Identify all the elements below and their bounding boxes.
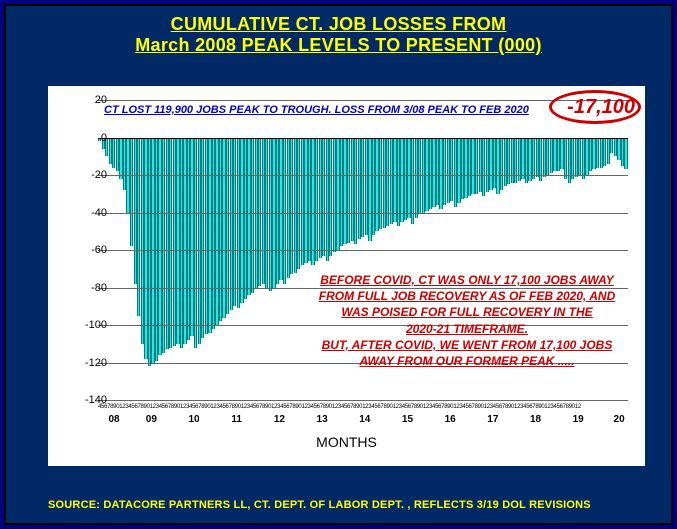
x-major-label: 19 xyxy=(563,414,593,425)
x-major-label: 09 xyxy=(136,414,166,425)
x-major-label: 15 xyxy=(392,414,422,425)
annot-line: WAS POISED FOR FULL RECOVERY IN THE xyxy=(341,305,592,319)
x-major-label: 17 xyxy=(478,414,508,425)
y-tick-label: -20 xyxy=(67,169,107,181)
chart-area: 200-20-40-60-80-100-120-140 CT LOST 119,… xyxy=(48,86,645,466)
x-minor-ticks: 4567890123456789012345678901234567890123… xyxy=(98,404,628,410)
y-tick-label: 20 xyxy=(67,94,107,106)
x-major-label: 11 xyxy=(222,414,252,425)
annotation-middle: BEFORE COVID, CT WAS ONLY 17,100 JOBS AW… xyxy=(282,272,652,369)
y-tick-label: 0 xyxy=(67,132,107,144)
annot-line: 2020-21 TIMEFRAME. xyxy=(406,322,528,336)
x-axis: 4567890123456789012345678901234567890123… xyxy=(98,404,628,410)
x-major-label: 13 xyxy=(307,414,337,425)
y-tick-label: -80 xyxy=(67,282,107,294)
y-tick-label: -120 xyxy=(67,357,107,369)
y-tick-label: -60 xyxy=(67,244,107,256)
slide-inner: CUMULATIVE CT. JOB LOSSES FROM March 200… xyxy=(4,4,673,525)
annot-line: FROM FULL JOB RECOVERY AS OF FEB 2020, A… xyxy=(319,289,616,303)
y-tick-label: -40 xyxy=(67,207,107,219)
source-text: SOURCE: DATACORE PARTNERS LL, CT. DEPT. … xyxy=(48,499,591,511)
title-line-1: CUMULATIVE CT. JOB LOSSES FROM xyxy=(26,14,651,35)
x-major-label: 18 xyxy=(521,414,551,425)
title-line-2: March 2008 PEAK LEVELS TO PRESENT (000) xyxy=(26,35,651,56)
chart-title: CUMULATIVE CT. JOB LOSSES FROM March 200… xyxy=(6,6,671,62)
annot-line: BUT, AFTER COVID, WE WENT FROM 17,100 JO… xyxy=(322,338,613,352)
callout-value: -17,100 xyxy=(567,96,635,119)
annot-line: AWAY FROM OUR FORMER PEAK ..... xyxy=(360,354,575,368)
annot-line: BEFORE COVID, CT WAS ONLY 17,100 JOBS AW… xyxy=(320,273,614,287)
slide-outer: CUMULATIVE CT. JOB LOSSES FROM March 200… xyxy=(0,0,677,529)
x-major-label: 16 xyxy=(435,414,465,425)
x-axis-label: MONTHS xyxy=(48,434,645,450)
x-major-label: 14 xyxy=(350,414,380,425)
x-major-label: 08 xyxy=(99,414,129,425)
y-tick-label: -100 xyxy=(67,319,107,331)
x-major-label: 10 xyxy=(179,414,209,425)
bar xyxy=(624,138,627,170)
annotation-top: CT LOST 119,900 JOBS PEAK TO TROUGH. LOS… xyxy=(104,104,544,116)
x-major-label: 20 xyxy=(604,414,634,425)
x-major-label: 12 xyxy=(264,414,294,425)
